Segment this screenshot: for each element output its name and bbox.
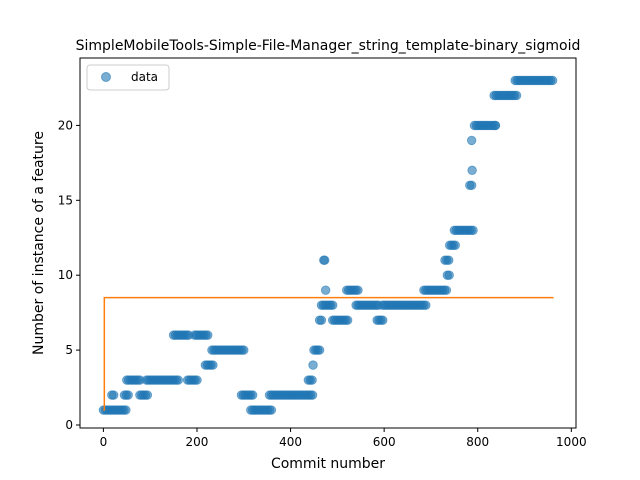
- legend: data: [86, 64, 170, 91]
- data-point: [342, 315, 353, 325]
- y-tick-label: 10: [58, 268, 73, 282]
- data-point: [441, 285, 452, 295]
- legend-label-data: data: [131, 70, 158, 84]
- data-point: [466, 180, 477, 191]
- data-point: [547, 75, 558, 86]
- y-tick-label: 15: [58, 193, 73, 207]
- y-axis-label: Number of instance of a feature: [31, 131, 47, 355]
- data-point: [444, 270, 454, 280]
- x-tick-label: 400: [279, 435, 302, 449]
- x-tick-label: 200: [186, 435, 209, 449]
- data-point: [421, 300, 431, 310]
- legend-box: [86, 64, 170, 91]
- x-tick-label: 800: [466, 435, 489, 449]
- data-point: [308, 360, 318, 370]
- axes-frame: [79, 57, 577, 429]
- data-point: [307, 375, 317, 385]
- y-tick-label: 5: [65, 343, 73, 357]
- data-point: [142, 390, 153, 400]
- y-tick-label: 20: [58, 118, 73, 132]
- data-point: [123, 390, 133, 400]
- data-point: [490, 120, 501, 131]
- x-tick-label: 600: [373, 435, 396, 449]
- y-tick-label: 0: [65, 418, 73, 432]
- data-point: [378, 315, 388, 325]
- x-axis-label: Commit number: [271, 456, 385, 472]
- x-tick-label: 0: [100, 435, 108, 449]
- data-point: [320, 255, 330, 265]
- data-point: [266, 405, 277, 415]
- data-point: [468, 225, 478, 235]
- data-point: [450, 240, 460, 250]
- data-point: [316, 315, 327, 325]
- data-point: [203, 330, 213, 340]
- data-point: [208, 360, 218, 370]
- plot-area: [98, 75, 558, 415]
- x-tick-label: 1000: [556, 435, 587, 449]
- data-point: [121, 405, 131, 415]
- data-point: [466, 135, 477, 146]
- axis-ticks: 0 200 400 600 800 1000 0 5 10 15 20: [58, 118, 587, 449]
- data-point: [192, 375, 202, 385]
- data-point: [239, 345, 249, 355]
- legend-marker: [101, 72, 111, 82]
- chart-title: SimpleMobileTools-Simple-File-Manager_st…: [76, 38, 581, 54]
- data-point: [320, 285, 331, 295]
- data-point: [353, 285, 363, 295]
- fit-line: [103, 296, 554, 411]
- data-point: [327, 300, 338, 310]
- data-point: [108, 390, 119, 400]
- data-point: [307, 390, 318, 400]
- data-point: [444, 255, 454, 265]
- data-point: [467, 165, 477, 176]
- data-point: [314, 345, 325, 355]
- data-point: [247, 390, 258, 400]
- data-point: [173, 375, 183, 385]
- data-point: [511, 90, 522, 101]
